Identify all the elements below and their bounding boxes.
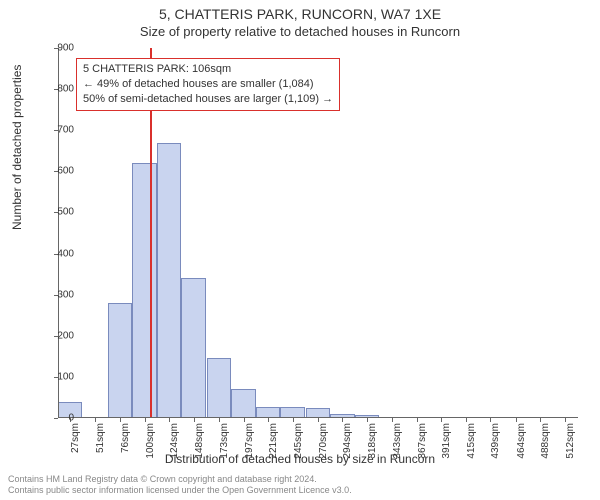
x-tick-label: 245sqm bbox=[293, 423, 304, 463]
histogram-bar bbox=[181, 278, 205, 418]
histogram-bar bbox=[108, 303, 132, 418]
histogram-chart: 5 CHATTERIS PARK: 106sqm← 49% of detache… bbox=[58, 48, 578, 418]
x-tick-label: 343sqm bbox=[392, 423, 403, 463]
x-tick-label: 294sqm bbox=[342, 423, 353, 463]
histogram-bar bbox=[231, 389, 255, 418]
footer-line: Contains public sector information licen… bbox=[8, 485, 352, 496]
x-tick-label: 439sqm bbox=[490, 423, 501, 463]
x-tick-label: 197sqm bbox=[244, 423, 255, 463]
x-tick-label: 76sqm bbox=[120, 423, 131, 463]
y-tick-label: 100 bbox=[57, 371, 74, 382]
x-tick-label: 100sqm bbox=[145, 423, 156, 463]
y-tick-label: 0 bbox=[68, 413, 74, 424]
x-tick-label: 270sqm bbox=[318, 423, 329, 463]
x-tick-label: 51sqm bbox=[95, 423, 106, 463]
annotation-box: 5 CHATTERIS PARK: 106sqm← 49% of detache… bbox=[76, 58, 340, 111]
y-tick-label: 600 bbox=[57, 166, 74, 177]
x-tick-label: 367sqm bbox=[417, 423, 428, 463]
x-tick-label: 391sqm bbox=[441, 423, 452, 463]
y-tick-label: 200 bbox=[57, 330, 74, 341]
histogram-bar bbox=[280, 407, 304, 419]
histogram-bar bbox=[330, 414, 354, 418]
page-subtitle: Size of property relative to detached ho… bbox=[0, 24, 600, 39]
histogram-bar bbox=[256, 407, 280, 419]
x-tick-label: 488sqm bbox=[540, 423, 551, 463]
footer-line: Contains HM Land Registry data © Crown c… bbox=[8, 474, 352, 485]
copyright-footer: Contains HM Land Registry data © Crown c… bbox=[8, 474, 352, 497]
x-tick-label: 221sqm bbox=[268, 423, 279, 463]
y-tick-label: 300 bbox=[57, 289, 74, 300]
histogram-bar bbox=[132, 163, 156, 418]
x-tick-label: 124sqm bbox=[169, 423, 180, 463]
histogram-bar bbox=[355, 415, 379, 418]
annotation-line: 5 CHATTERIS PARK: 106sqm bbox=[83, 62, 333, 77]
y-tick-label: 500 bbox=[57, 207, 74, 218]
page-title: 5, CHATTERIS PARK, RUNCORN, WA7 1XE bbox=[0, 6, 600, 22]
histogram-bar bbox=[157, 143, 181, 418]
annotation-line: 50% of semi-detached houses are larger (… bbox=[83, 92, 333, 107]
x-tick-label: 464sqm bbox=[516, 423, 527, 463]
y-tick-label: 400 bbox=[57, 248, 74, 259]
y-tick-label: 900 bbox=[57, 43, 74, 54]
y-tick-label: 700 bbox=[57, 125, 74, 136]
x-tick-label: 148sqm bbox=[194, 423, 205, 463]
x-tick-label: 318sqm bbox=[367, 423, 378, 463]
x-tick-label: 173sqm bbox=[219, 423, 230, 463]
y-axis-label: Number of detached properties bbox=[10, 65, 24, 230]
y-tick-label: 800 bbox=[57, 84, 74, 95]
histogram-bar bbox=[207, 358, 231, 418]
histogram-bar bbox=[306, 408, 330, 418]
x-tick-label: 415sqm bbox=[466, 423, 477, 463]
x-tick-label: 512sqm bbox=[565, 423, 576, 463]
annotation-line: ← 49% of detached houses are smaller (1,… bbox=[83, 77, 333, 92]
x-tick-label: 27sqm bbox=[70, 423, 81, 463]
